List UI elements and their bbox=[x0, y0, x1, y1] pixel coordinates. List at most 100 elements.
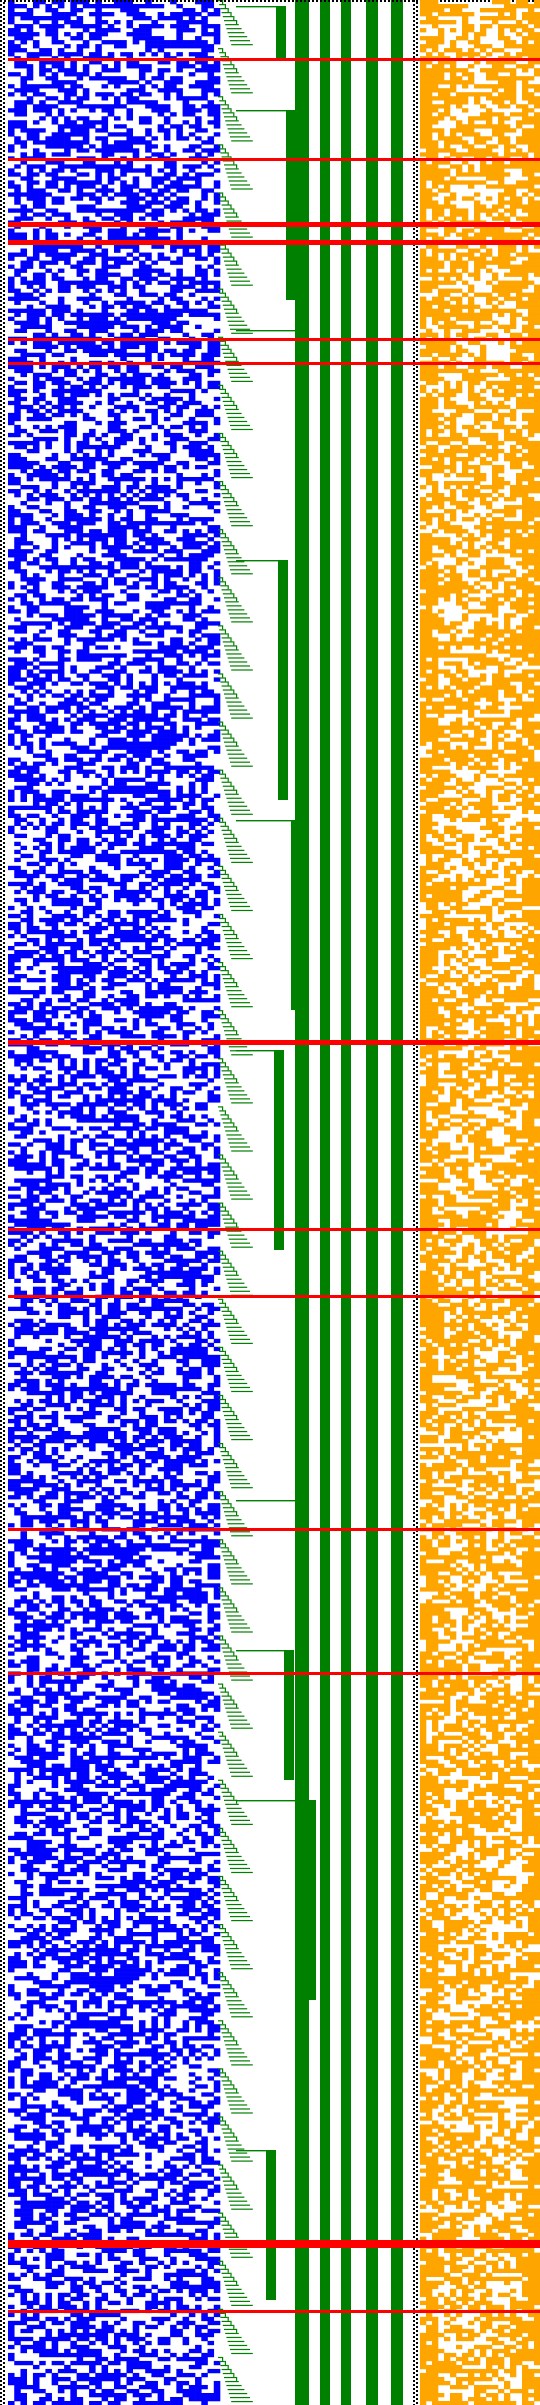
left-bit-cell bbox=[176, 281, 183, 285]
left-bit-cell bbox=[139, 898, 146, 902]
left-bit-cell bbox=[33, 188, 40, 192]
left-bit-cell bbox=[208, 365, 215, 369]
left-bit-cell bbox=[45, 826, 52, 830]
left-bit-cell bbox=[8, 934, 15, 938]
left-bit-cell bbox=[108, 469, 115, 473]
left-bit-cell bbox=[39, 52, 46, 56]
left-bit-cell bbox=[77, 144, 84, 148]
left-bit-cell bbox=[70, 870, 77, 874]
left-bit-cell bbox=[158, 325, 165, 329]
left-bit-cell bbox=[45, 349, 52, 353]
left-bit-cell bbox=[20, 685, 27, 689]
left-bit-cell bbox=[102, 609, 109, 613]
left-bit-cell bbox=[133, 898, 140, 902]
left-bit-cell bbox=[83, 192, 90, 196]
left-bit-cell bbox=[89, 545, 96, 549]
left-bit-cell bbox=[58, 100, 65, 104]
left-bit-cell bbox=[8, 770, 15, 774]
left-bit-cell bbox=[170, 289, 177, 293]
left-bit-cell bbox=[208, 722, 215, 726]
left-bit-cell bbox=[145, 689, 152, 693]
left-bit-cell bbox=[183, 1034, 190, 1038]
left-bit-cell bbox=[70, 722, 77, 726]
left-bit-cell bbox=[201, 882, 208, 886]
left-bit-cell bbox=[120, 1094, 127, 1098]
left-bit-cell bbox=[164, 754, 171, 758]
left-bit-cell bbox=[45, 758, 52, 762]
left-bit-cell bbox=[183, 437, 190, 441]
left-bit-cell bbox=[133, 597, 140, 601]
left-bit-cell bbox=[108, 673, 115, 677]
left-bit-cell bbox=[189, 826, 196, 830]
left-bit-cell bbox=[183, 713, 190, 717]
left-bit-cell bbox=[158, 569, 165, 573]
left-bit-cell bbox=[83, 4, 90, 8]
left-bit-cell bbox=[120, 886, 127, 890]
left-bit-cell bbox=[176, 862, 183, 866]
left-bit-cell bbox=[208, 653, 215, 657]
left-bit-cell bbox=[108, 465, 115, 469]
left-bit-cell bbox=[126, 661, 133, 665]
left-bit-cell bbox=[64, 397, 71, 401]
left-bit-cell bbox=[126, 994, 133, 998]
left-bit-cell bbox=[176, 553, 183, 557]
left-bit-cell bbox=[133, 738, 140, 742]
left-bit-cell bbox=[201, 80, 208, 84]
left-bit-cell bbox=[214, 998, 221, 1002]
left-bit-cell bbox=[164, 794, 171, 798]
left-bit-cell bbox=[102, 593, 109, 597]
left-bit-cell bbox=[58, 669, 65, 673]
left-bit-cell bbox=[183, 112, 190, 116]
left-bit-cell bbox=[170, 722, 177, 726]
left-bit-cell bbox=[77, 537, 84, 541]
left-bit-cell bbox=[151, 621, 158, 625]
left-bit-cell bbox=[201, 645, 208, 649]
left-bit-cell bbox=[189, 1082, 196, 1086]
left-bit-cell bbox=[14, 990, 21, 994]
left-bit-cell bbox=[8, 72, 15, 76]
left-bit-cell bbox=[95, 1066, 102, 1070]
left-bit-cell bbox=[95, 393, 102, 397]
left-bit-cell bbox=[208, 100, 215, 104]
left-bit-cell bbox=[39, 717, 46, 721]
left-bit-cell bbox=[114, 862, 121, 866]
left-bit-cell bbox=[214, 1094, 221, 1098]
left-bit-cell bbox=[95, 76, 102, 80]
left-bit-cell bbox=[158, 629, 165, 633]
left-bit-cell bbox=[45, 621, 52, 625]
left-bit-cell bbox=[27, 216, 34, 220]
left-bit-cell bbox=[39, 261, 46, 265]
left-bit-cell bbox=[201, 208, 208, 212]
left-bit-cell bbox=[95, 653, 102, 657]
left-bit-cell bbox=[189, 569, 196, 573]
left-bit-cell bbox=[45, 673, 52, 677]
left-bit-cell bbox=[95, 269, 102, 273]
left-bit-cell bbox=[27, 72, 34, 76]
left-bit-cell bbox=[108, 790, 115, 794]
left-bit-cell bbox=[114, 501, 121, 505]
left-bit-cell bbox=[201, 705, 208, 709]
left-bit-cell bbox=[158, 1094, 165, 1098]
left-bit-cell bbox=[176, 285, 183, 289]
left-bit-cell bbox=[120, 377, 127, 381]
left-bit-cell bbox=[214, 750, 221, 754]
left-bit-cell bbox=[64, 116, 71, 120]
left-bit-cell bbox=[126, 673, 133, 677]
left-bit-cell bbox=[151, 870, 158, 874]
left-bit-cell bbox=[20, 601, 27, 605]
left-bit-cell bbox=[208, 80, 215, 84]
left-bit-cell bbox=[14, 661, 21, 665]
left-bit-cell bbox=[14, 513, 21, 517]
left-bit-cell bbox=[189, 802, 196, 806]
left-bit-cell bbox=[33, 713, 40, 717]
left-bit-cell bbox=[20, 212, 27, 216]
left-bit-cell bbox=[95, 188, 102, 192]
left-bit-cell bbox=[20, 621, 27, 625]
left-bit-cell bbox=[83, 1050, 90, 1054]
left-bit-cell bbox=[170, 974, 177, 978]
left-bit-cell bbox=[20, 152, 27, 156]
left-bit-cell bbox=[20, 397, 27, 401]
left-bit-cell bbox=[164, 549, 171, 553]
left-bit-cell bbox=[27, 505, 34, 509]
left-bit-cell bbox=[89, 329, 96, 333]
